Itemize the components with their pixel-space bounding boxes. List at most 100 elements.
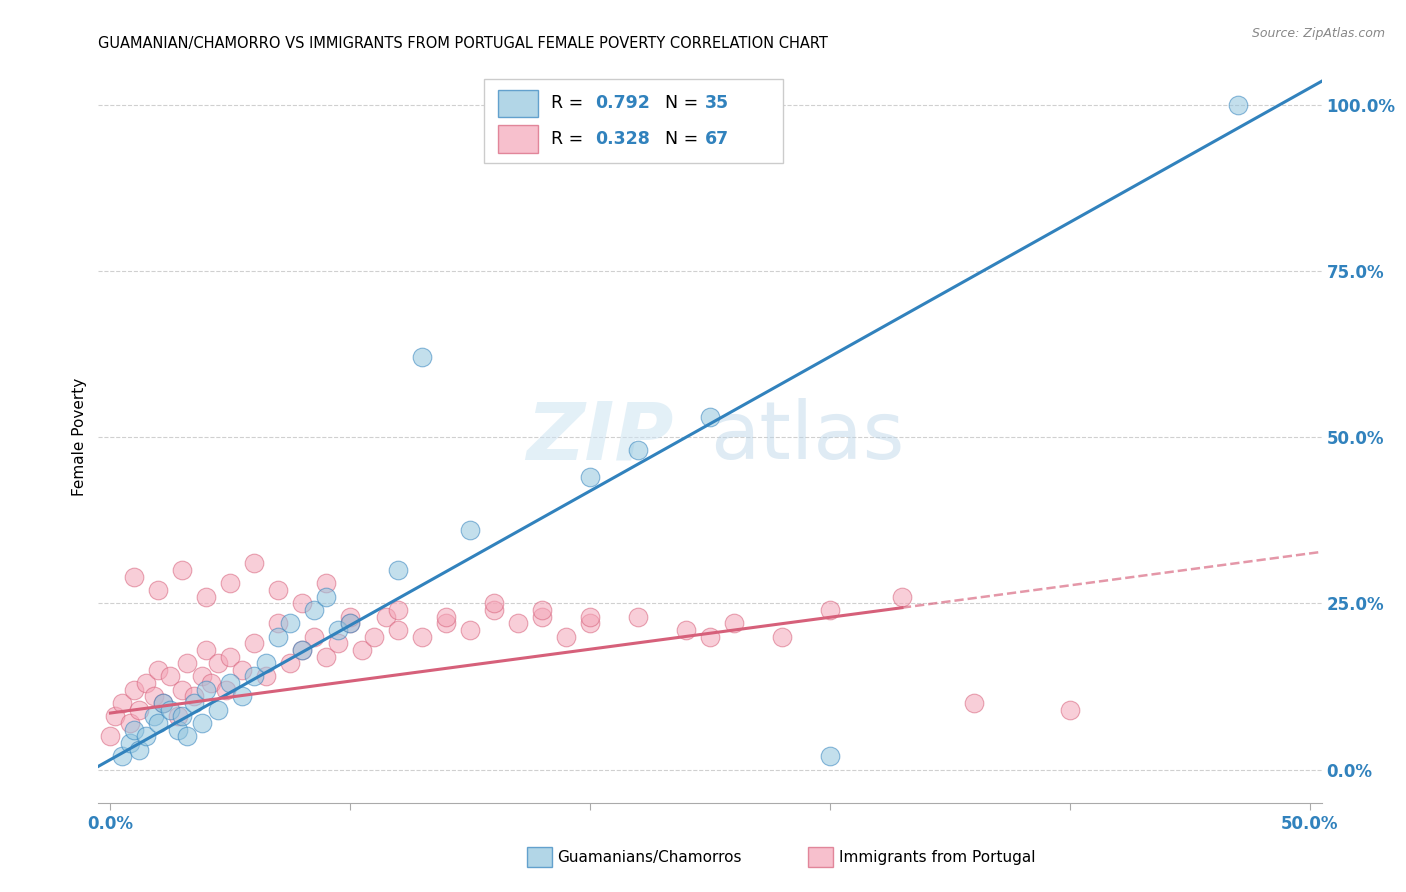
- Point: [219, 576, 242, 591]
- Point: [135, 676, 157, 690]
- Point: [118, 736, 141, 750]
- Point: [166, 709, 188, 723]
- Point: [482, 603, 505, 617]
- Point: [531, 603, 554, 617]
- Point: [183, 696, 205, 710]
- Point: [219, 676, 242, 690]
- Point: [723, 616, 745, 631]
- Point: [675, 623, 697, 637]
- Point: [363, 630, 385, 644]
- Point: [195, 682, 218, 697]
- Point: [152, 696, 174, 710]
- Point: [104, 709, 127, 723]
- Point: [1226, 97, 1249, 112]
- Point: [128, 742, 150, 756]
- Point: [159, 703, 181, 717]
- Point: [434, 609, 457, 624]
- Point: [135, 729, 157, 743]
- Point: [387, 563, 409, 577]
- Text: R =: R =: [551, 94, 589, 112]
- Text: N =: N =: [665, 129, 703, 148]
- Point: [890, 590, 912, 604]
- Point: [148, 582, 170, 597]
- Point: [172, 682, 194, 697]
- Point: [172, 709, 194, 723]
- Point: [770, 630, 793, 644]
- Point: [315, 576, 337, 591]
- Point: [124, 723, 146, 737]
- Point: [254, 669, 277, 683]
- Point: [699, 410, 721, 425]
- Point: [411, 630, 433, 644]
- Bar: [498, 89, 537, 118]
- Text: R =: R =: [551, 129, 589, 148]
- Point: [555, 630, 578, 644]
- Point: [176, 729, 198, 743]
- Point: [291, 643, 314, 657]
- Point: [1059, 703, 1081, 717]
- Point: [267, 630, 290, 644]
- Point: [124, 682, 146, 697]
- Point: [254, 656, 277, 670]
- Point: [231, 690, 253, 704]
- Point: [200, 676, 222, 690]
- FancyBboxPatch shape: [484, 78, 783, 162]
- Point: [159, 669, 181, 683]
- Point: [100, 729, 122, 743]
- Point: [315, 590, 337, 604]
- Text: Guamanians/Chamorros: Guamanians/Chamorros: [558, 850, 742, 864]
- Point: [267, 582, 290, 597]
- Point: [142, 690, 165, 704]
- Point: [304, 630, 326, 644]
- Point: [291, 596, 314, 610]
- Point: [243, 557, 266, 571]
- Point: [579, 616, 602, 631]
- Point: [214, 682, 236, 697]
- Point: [128, 703, 150, 717]
- Point: [579, 470, 602, 484]
- Bar: [498, 125, 537, 153]
- Point: [579, 609, 602, 624]
- Text: ZIP: ZIP: [526, 398, 673, 476]
- Text: Source: ZipAtlas.com: Source: ZipAtlas.com: [1251, 27, 1385, 40]
- Text: N =: N =: [665, 94, 703, 112]
- Point: [291, 643, 314, 657]
- Point: [118, 716, 141, 731]
- Point: [219, 649, 242, 664]
- Point: [243, 669, 266, 683]
- Point: [278, 616, 301, 631]
- Point: [195, 590, 218, 604]
- Point: [818, 603, 841, 617]
- Point: [124, 570, 146, 584]
- Point: [207, 703, 229, 717]
- Point: [111, 696, 134, 710]
- Point: [152, 696, 174, 710]
- Point: [411, 351, 433, 365]
- Point: [531, 609, 554, 624]
- Point: [339, 616, 361, 631]
- Point: [176, 656, 198, 670]
- Text: atlas: atlas: [710, 398, 904, 476]
- Point: [148, 663, 170, 677]
- Point: [375, 609, 398, 624]
- Point: [231, 663, 253, 677]
- Point: [387, 603, 409, 617]
- Point: [328, 623, 350, 637]
- Point: [190, 669, 212, 683]
- Point: [963, 696, 986, 710]
- Text: Immigrants from Portugal: Immigrants from Portugal: [839, 850, 1035, 864]
- Point: [195, 643, 218, 657]
- Point: [627, 443, 650, 458]
- Point: [328, 636, 350, 650]
- Point: [339, 616, 361, 631]
- Y-axis label: Female Poverty: Female Poverty: [72, 378, 87, 496]
- Point: [278, 656, 301, 670]
- Point: [458, 523, 481, 537]
- Point: [699, 630, 721, 644]
- Point: [339, 609, 361, 624]
- Point: [387, 623, 409, 637]
- Point: [207, 656, 229, 670]
- Point: [627, 609, 650, 624]
- Point: [190, 716, 212, 731]
- Point: [172, 563, 194, 577]
